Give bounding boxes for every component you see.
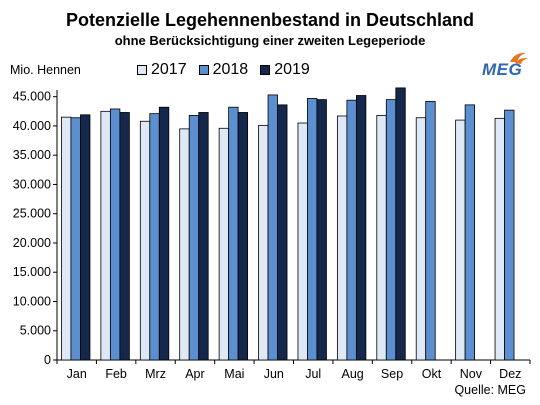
bar-2018-Feb [109, 108, 121, 361]
bar-2019-Aug [355, 95, 367, 361]
bar-2019-Jul [316, 99, 327, 361]
x-tick-label: Mrz [145, 367, 166, 381]
y-tick-label: 0 [44, 353, 51, 367]
y-tick-label: 15.000 [13, 265, 51, 279]
y-tick-label: 10.000 [13, 294, 51, 308]
bar-2019-Jan [80, 114, 91, 361]
x-tick-label: Okt [422, 367, 442, 381]
chart-title: Potenzielle Legehennenbestand in Deutsch… [65, 10, 475, 30]
bar-2017-Aug [336, 115, 348, 361]
bar-2018-Sep [385, 99, 397, 361]
y-tick-label: 5.000 [20, 324, 51, 338]
bar-2018-Jul [307, 98, 318, 361]
y-tick-label: 25.000 [13, 207, 51, 221]
bar-2018-Jan [70, 117, 81, 361]
bar-2019-Mai [237, 112, 249, 361]
bar-2017-Mrz [139, 120, 151, 361]
chart-subtitle: ohne Berücksichtigung einer zweiten Lege… [114, 33, 426, 48]
bar-2018-Apr [188, 115, 200, 361]
bar-2018-Mai [228, 106, 239, 361]
legend-swatch-2018 [198, 65, 209, 75]
y-tick-label: 40.000 [13, 119, 51, 133]
y-axis-label: Mio. Hennen [10, 63, 81, 77]
bar-2019-Feb [119, 112, 130, 361]
meg-logo: MEG [482, 50, 530, 80]
x-tick-label: Jul [305, 367, 321, 381]
source-note: Quelle: MEG [454, 383, 526, 397]
bar-2019-Mrz [158, 106, 170, 361]
logo-text: MEG [482, 60, 523, 79]
x-tick-label: Dez [499, 367, 521, 381]
bar-2019-Apr [198, 112, 209, 361]
y-tick-label: 20.000 [13, 236, 51, 250]
legend-label-2018: 2018 [212, 61, 249, 78]
legend-label-2017: 2017 [151, 61, 187, 78]
bar-2017-Jul [297, 122, 308, 361]
x-tick-label: Apr [185, 367, 204, 381]
legend-item-2018: 2018 [198, 61, 249, 79]
bar-2017-Nov [455, 119, 466, 361]
x-tick-label: Feb [105, 367, 127, 381]
bar-2018-Aug [346, 99, 357, 361]
bar-2019-Jun [277, 104, 288, 361]
x-tick-label: Mai [224, 367, 244, 381]
legend-label-2019: 2019 [274, 61, 310, 78]
bar-2017-Sep [376, 115, 387, 361]
y-tick-label: 35.000 [13, 148, 51, 162]
y-tick-label: 30.000 [13, 177, 51, 191]
y-tick-label: 45.000 [13, 90, 51, 104]
legend: 2017 2018 2019 [137, 60, 322, 80]
bar-2017-Okt [415, 117, 427, 361]
legend-swatch-2017 [137, 65, 147, 75]
bar-2018-Nov [464, 104, 476, 361]
bar-2017-Jun [258, 124, 269, 361]
bar-2017-Jan [61, 116, 72, 361]
bar-2018-Jun [267, 94, 278, 361]
x-tick-label: Nov [460, 367, 483, 381]
x-tick-label: Sep [381, 367, 403, 381]
bar-2017-Feb [100, 110, 111, 361]
bar-2017-Mai [218, 127, 230, 361]
x-tick-label: Aug [342, 367, 364, 381]
legend-item-2017: 2017 [137, 61, 187, 79]
bar-2018-Dez [504, 109, 515, 361]
bar-2019-Sep [395, 87, 406, 361]
legend-item-2019: 2019 [260, 61, 310, 79]
x-tick-label: Jan [67, 367, 87, 381]
bar-2018-Mrz [149, 113, 160, 361]
bar-2017-Apr [179, 128, 190, 361]
bar-2017-Dez [494, 117, 505, 361]
legend-swatch-2019 [260, 65, 271, 75]
bar-2018-Okt [425, 100, 436, 361]
x-tick-label: Jun [264, 367, 284, 381]
meg-flame-logo-icon [510, 52, 528, 64]
